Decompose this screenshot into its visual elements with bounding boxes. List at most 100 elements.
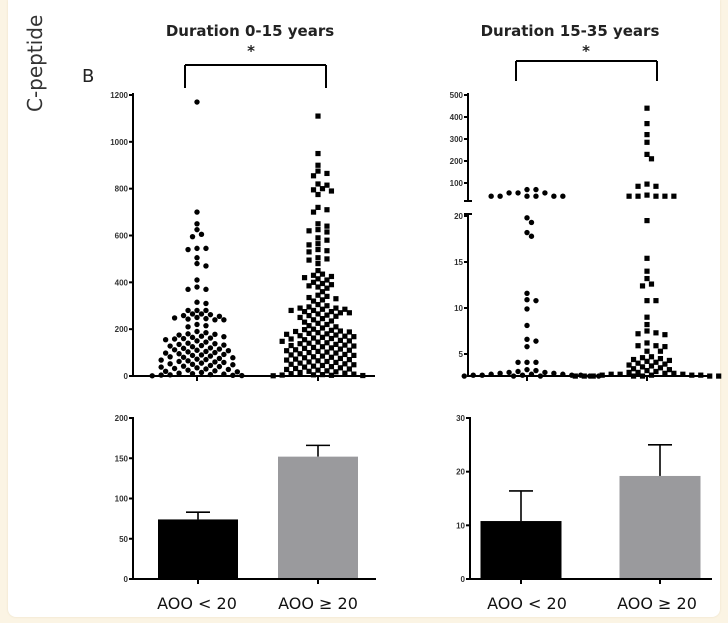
data-point-circle — [203, 356, 209, 363]
data-point-circle — [524, 336, 530, 342]
data-point-circle — [207, 345, 214, 351]
data-point-square — [293, 328, 299, 335]
data-point-circle — [533, 367, 539, 374]
data-point-circle — [198, 342, 205, 349]
data-point-circle — [189, 344, 196, 350]
significance-star-left: * — [247, 42, 255, 60]
data-point-square — [315, 150, 321, 157]
data-point-circle — [203, 339, 209, 345]
data-point-circle — [497, 193, 503, 199]
data-point-square — [315, 241, 321, 247]
data-point-square — [324, 312, 330, 318]
data-point-circle — [221, 351, 227, 358]
data-point-square — [635, 193, 641, 199]
data-point-circle — [524, 186, 530, 193]
data-point-circle — [149, 373, 155, 379]
data-point-square — [639, 364, 646, 370]
data-point-circle — [542, 190, 548, 196]
data-point-square — [306, 312, 312, 319]
data-point-square — [310, 335, 317, 341]
data-point-circle — [180, 354, 187, 360]
data-point-square — [306, 330, 312, 336]
data-point-circle — [479, 372, 485, 378]
data-point-circle — [194, 260, 200, 267]
figure-ylabel: C-peptide — [23, 15, 47, 112]
data-point-circle — [524, 193, 530, 199]
data-point-square — [324, 248, 330, 254]
data-point-circle — [198, 352, 205, 358]
data-point-circle — [180, 312, 187, 319]
data-point-square — [301, 355, 308, 361]
data-point-square — [306, 323, 312, 329]
data-point-square — [337, 355, 343, 362]
data-point-circle — [533, 359, 539, 365]
data-point-circle — [194, 99, 200, 105]
data-point-square — [662, 332, 668, 338]
data-point-square — [707, 373, 713, 379]
data-point-circle — [528, 371, 535, 377]
data-point-square — [662, 193, 668, 199]
data-point-circle — [207, 353, 214, 359]
data-point-square — [653, 298, 659, 304]
data-point-circle — [167, 361, 173, 367]
data-point-square — [716, 373, 722, 379]
bar — [158, 519, 238, 579]
data-point-square — [599, 372, 605, 378]
data-point-square — [279, 338, 285, 344]
data-point-circle — [230, 355, 236, 361]
data-point-circle — [171, 315, 178, 321]
data-point-square — [653, 183, 659, 189]
data-point-circle — [189, 334, 196, 341]
data-point-circle — [194, 284, 200, 290]
data-point-square — [310, 187, 317, 193]
data-point-square — [315, 358, 321, 364]
data-point-square — [288, 342, 294, 349]
data-point-circle — [158, 372, 164, 378]
data-point-circle — [189, 370, 196, 377]
data-point-circle — [158, 357, 164, 363]
data-point-circle — [488, 193, 494, 199]
data-point-square — [635, 343, 641, 349]
data-point-circle — [524, 343, 530, 350]
data-point-square — [324, 277, 330, 283]
data-point-circle — [176, 370, 182, 376]
data-point-square — [351, 362, 357, 368]
y-tick-label: 200 — [115, 325, 129, 334]
figure-panel — [8, 0, 720, 617]
data-point-square — [644, 367, 650, 374]
data-point-square — [306, 340, 312, 346]
data-point-circle — [194, 277, 200, 283]
panel-label: B — [82, 66, 94, 87]
data-point-circle — [528, 219, 535, 226]
data-point-square — [333, 341, 339, 347]
data-point-circle — [212, 359, 218, 365]
data-point-square — [328, 273, 335, 280]
data-point-circle — [203, 307, 209, 314]
data-point-square — [644, 105, 650, 111]
data-point-square — [306, 242, 312, 248]
data-point-circle — [519, 372, 526, 378]
data-point-square — [301, 319, 308, 325]
data-point-square — [301, 364, 308, 370]
data-point-circle — [212, 368, 218, 374]
data-point-circle — [180, 335, 187, 342]
data-point-circle — [203, 300, 209, 307]
y-tick-label: 10 — [456, 521, 465, 530]
data-point-circle — [194, 338, 200, 344]
data-point-circle — [528, 233, 535, 239]
data-point-square — [639, 283, 646, 289]
data-point-circle — [167, 343, 173, 349]
data-point-square — [288, 361, 294, 367]
data-point-square — [644, 275, 650, 282]
data-point-square — [333, 324, 339, 330]
data-point-square — [346, 310, 352, 316]
data-point-square — [342, 370, 348, 376]
y-tick-label: 200 — [450, 157, 464, 166]
data-point-square — [284, 348, 290, 354]
data-point-circle — [194, 347, 200, 353]
significance-star-right: * — [582, 42, 590, 60]
data-point-circle — [194, 321, 200, 328]
data-point-square — [315, 261, 321, 267]
data-point-square — [306, 257, 312, 263]
data-point-square — [319, 344, 326, 350]
